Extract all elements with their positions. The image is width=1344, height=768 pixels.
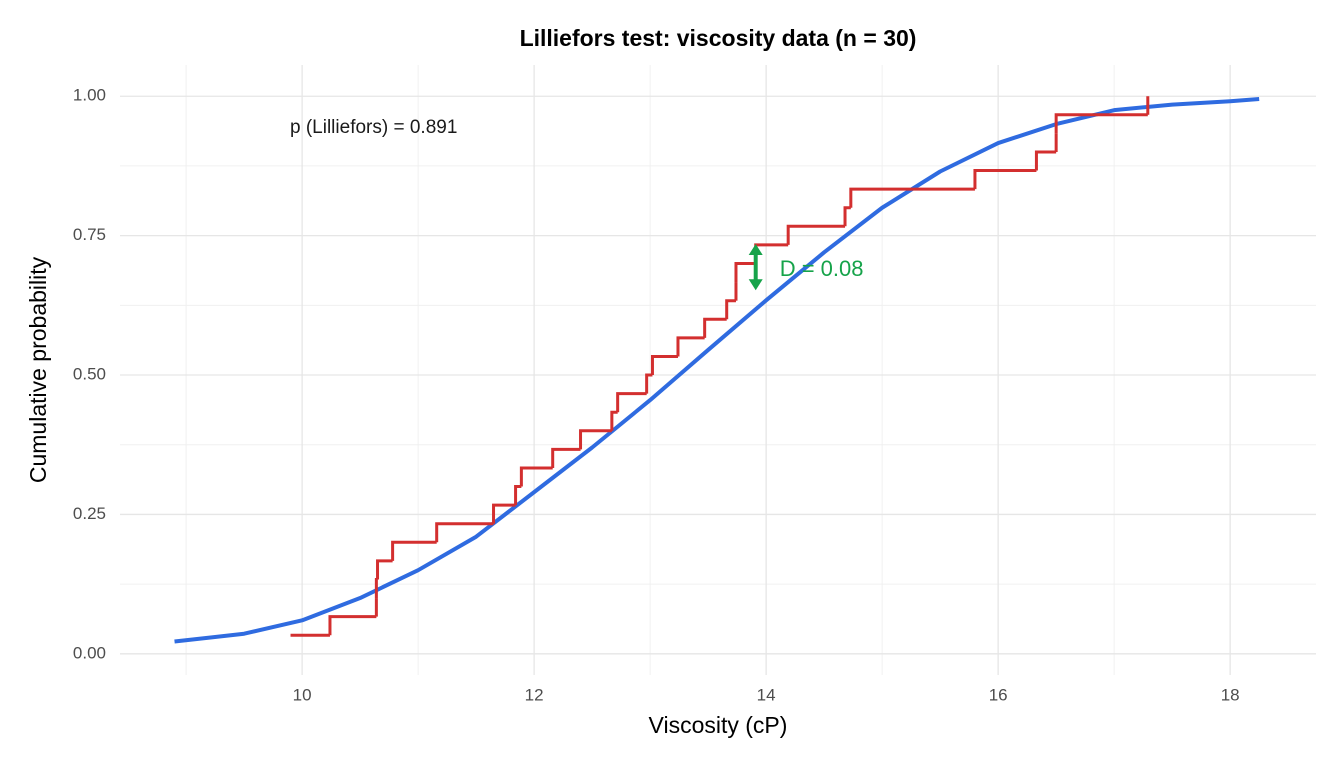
ecdf-step (703, 317, 727, 338)
x-tick-label: 16 (989, 685, 1008, 704)
ecdf-step (1054, 113, 1148, 134)
ecdf-step (676, 336, 705, 357)
normal-cdf-line (174, 97, 1260, 644)
x-axis-label: Viscosity (cP) (649, 712, 788, 738)
ecdf-step (734, 262, 756, 283)
x-tick-label: 12 (525, 685, 544, 704)
ecdf-step (1034, 150, 1057, 171)
ecdf-step (376, 559, 393, 580)
ecdf-step (650, 354, 678, 376)
y-tick-label: 0.50 (73, 365, 106, 384)
ecdf-step (645, 373, 653, 394)
d-arrow-head (748, 243, 763, 255)
y-tick-label: 0.75 (73, 225, 106, 244)
ecdf-step (514, 485, 522, 506)
ecdf-step (328, 615, 377, 636)
ecdf-step (725, 299, 736, 320)
ecdf-step (374, 577, 378, 599)
ecdf-step (579, 429, 612, 450)
y-tick-label: 0.00 (73, 643, 106, 662)
ecdf-step (610, 410, 618, 431)
ecdf-step (843, 206, 851, 227)
d-label: D = 0.08 (780, 256, 864, 281)
ecdf-step (616, 392, 647, 413)
ecdf-step (973, 169, 1037, 190)
ecdf-step (435, 522, 494, 543)
p-value-label: p (Lilliefors) = 0.891 (290, 117, 457, 138)
ecdf-step (391, 540, 437, 561)
x-tick-label: 18 (1221, 685, 1240, 704)
ecdf-step (849, 187, 975, 208)
ecdf-step (551, 447, 581, 468)
ecdf-step (786, 224, 846, 245)
y-axis-label: Cumulative probability (25, 256, 51, 483)
y-tick-label: 0.25 (73, 504, 106, 523)
chart-title: Lilliefors test: viscosity data (n = 30) (520, 25, 917, 51)
y-tick-label: 1.00 (73, 86, 106, 105)
ecdf-step (492, 503, 516, 524)
x-tick-label: 10 (293, 685, 312, 704)
d-arrow-head (748, 279, 763, 291)
x-tick-label: 14 (757, 685, 776, 704)
ecdf-step (519, 466, 553, 487)
